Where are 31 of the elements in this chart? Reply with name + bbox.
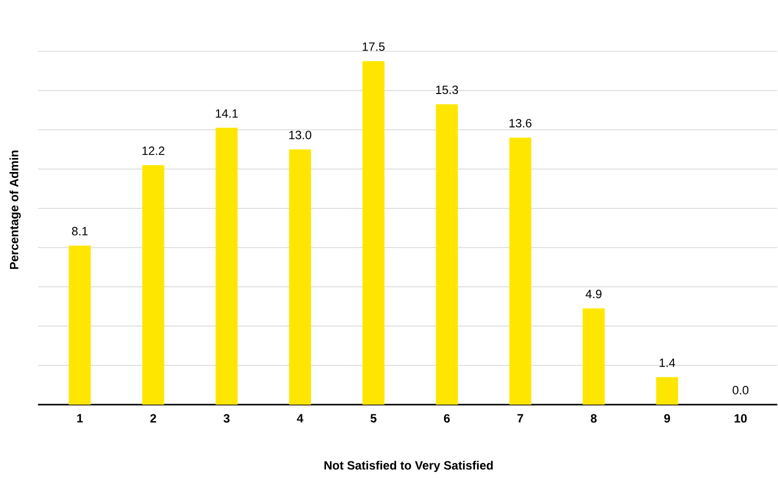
data-label: 8.1 — [72, 227, 88, 236]
x-tick-label: 10 — [734, 414, 747, 423]
data-label: 17.5 — [362, 42, 385, 52]
data-label: 15.3 — [436, 86, 458, 94]
bar — [582, 308, 605, 405]
bar — [656, 377, 678, 405]
x-tick-label: 9 — [664, 414, 670, 423]
x-tick-label: 5 — [370, 414, 376, 423]
x-tick-label: 6 — [444, 414, 450, 423]
bar — [68, 246, 91, 405]
x-tick-label: 7 — [517, 414, 524, 423]
data-label: 13.6 — [510, 119, 532, 128]
x-tick-label: 2 — [150, 414, 156, 423]
y-axis-title: Percentage of Admin — [10, 150, 21, 270]
data-label: 14.1 — [216, 110, 238, 118]
x-tick-label: 3 — [224, 414, 230, 423]
x-tick-label: 8 — [590, 414, 597, 423]
bar — [362, 61, 384, 405]
x-tick-label: 4 — [296, 414, 304, 423]
bar — [289, 150, 312, 405]
data-label: 1.4 — [660, 358, 676, 368]
x-axis-title: Not Satisfied to Very Satisfied — [324, 461, 493, 472]
bar — [509, 138, 532, 405]
data-label: 4.9 — [586, 290, 602, 298]
x-tick-label: 1 — [77, 414, 83, 423]
data-label: 13.0 — [289, 130, 312, 140]
data-label: 0.0 — [732, 386, 748, 395]
bar — [216, 128, 238, 405]
bar — [436, 104, 458, 405]
data-label: 12.2 — [142, 146, 164, 156]
bar — [142, 165, 164, 405]
